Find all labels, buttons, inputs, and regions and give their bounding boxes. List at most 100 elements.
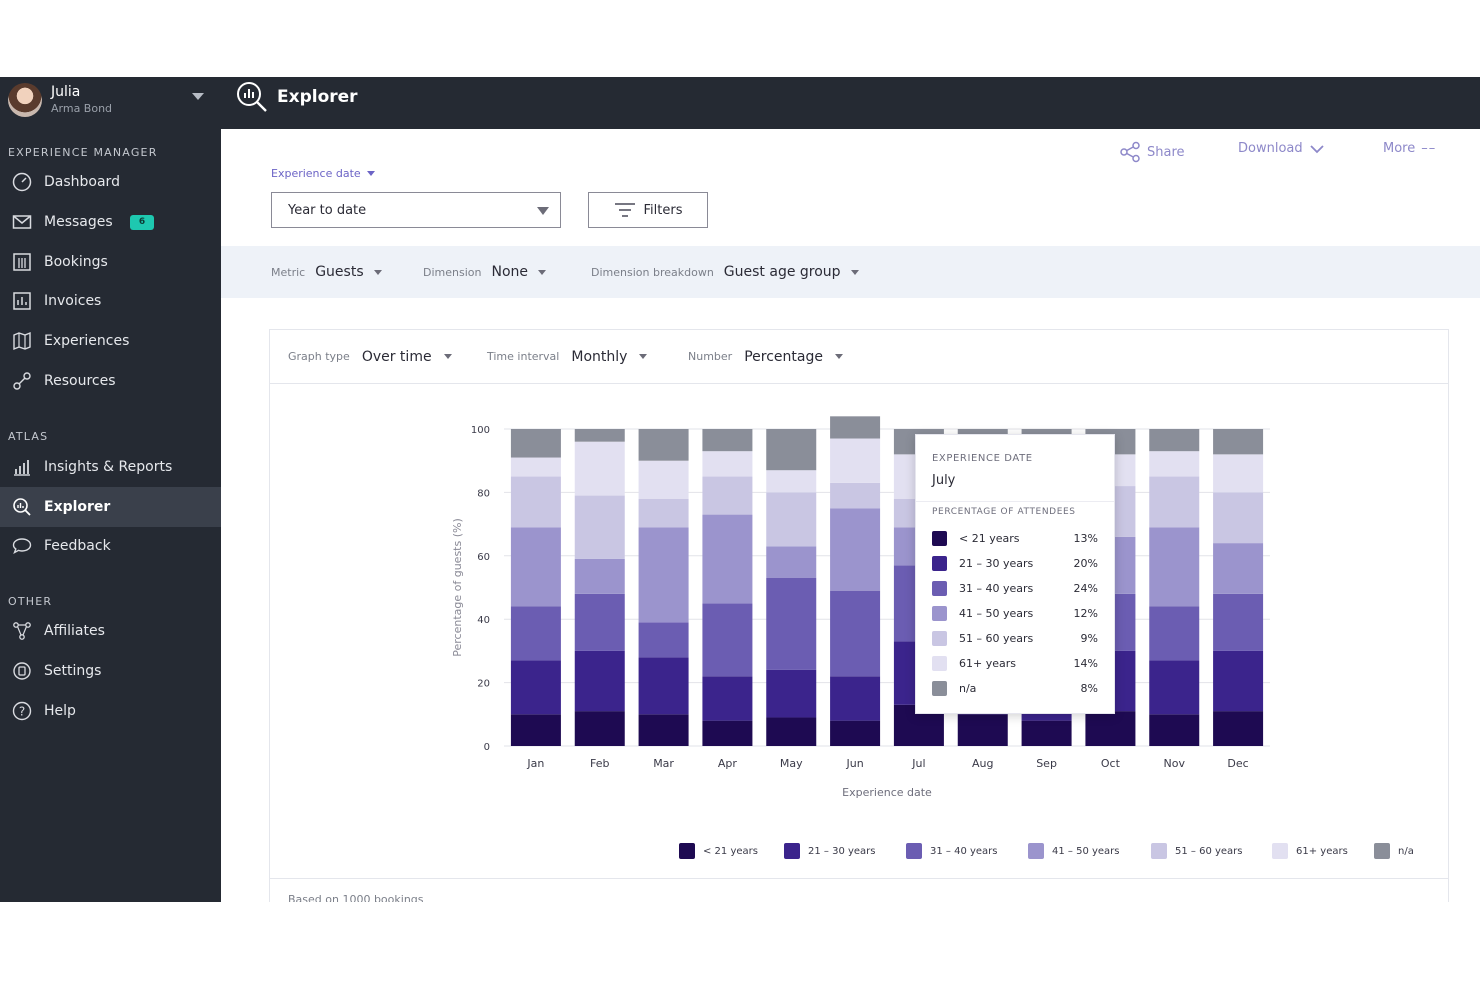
sidebar-item-label: Insights & Reports (44, 459, 173, 475)
bar-segment (1149, 476, 1200, 528)
sidebar-item-label: Explorer (44, 499, 111, 515)
legend-item[interactable]: 61+ years (1272, 843, 1348, 859)
tooltip-row-label: 21 – 30 years (959, 556, 1034, 570)
legend-label: 61+ years (1296, 845, 1348, 857)
user-menu[interactable]: Julia Arma Bond (0, 77, 221, 129)
svg-text:?: ? (19, 705, 25, 719)
sidebar-item-feedback[interactable]: Feedback (0, 526, 221, 566)
dimension-label: Dimension (423, 265, 482, 279)
legend-item[interactable]: 41 – 50 years (1028, 843, 1120, 859)
bar-segment (957, 714, 1008, 746)
tooltip-row-label: n/a (959, 681, 977, 695)
legend-item[interactable]: 21 – 30 years (784, 843, 876, 859)
tooltip-row: 21 – 30 years 20% (932, 554, 1098, 572)
tooltip-swatch (932, 555, 947, 571)
dimension-value: None (491, 264, 529, 280)
user-subtitle: Arma Bond (51, 102, 113, 115)
main-content: Share Download More –– Experience date Y… (221, 129, 1480, 902)
download-button[interactable]: Download (1238, 141, 1325, 156)
time-interval-value: Monthly (571, 348, 628, 365)
y-tick-label: 40 (477, 615, 490, 626)
bar-segment (766, 717, 817, 746)
y-tick-label: 100 (471, 425, 490, 436)
sidebar-item-affiliates[interactable]: Affiliates (0, 611, 221, 651)
legend-item[interactable]: 31 – 40 years (906, 843, 998, 859)
graph-type-dropdown[interactable]: Graph type Over time (288, 330, 452, 383)
avatar (8, 83, 42, 117)
more-button[interactable]: More –– (1383, 141, 1436, 156)
chevron-down-icon (366, 171, 375, 176)
x-tick-label: May (780, 757, 803, 770)
legend-item[interactable]: < 21 years (679, 843, 758, 859)
sidebar-item-invoices[interactable]: Invoices (0, 281, 221, 321)
chevron-down-icon (850, 269, 859, 275)
time-interval-dropdown[interactable]: Time interval Monthly (487, 330, 648, 383)
tooltip-row-label: 41 – 50 years (959, 606, 1034, 620)
bar-segment (830, 590, 881, 677)
x-tick-label: Oct (1101, 757, 1121, 770)
bar-segment (574, 558, 625, 594)
sidebar-item-dashboard[interactable]: Dashboard (0, 162, 221, 202)
tooltip-swatch (932, 630, 947, 646)
bar-segment (766, 429, 817, 471)
section-title-experience-manager: EXPERIENCE MANAGER (8, 146, 158, 159)
sidebar-item-bookings[interactable]: Bookings (0, 242, 221, 282)
sidebar-item-help[interactable]: ? Help (0, 691, 221, 731)
number-format-dropdown[interactable]: Number Percentage (688, 330, 843, 383)
y-tick-label: 60 (477, 552, 490, 563)
share-button[interactable]: Share (1119, 141, 1185, 163)
sidebar-item-resources[interactable]: Resources (0, 361, 221, 401)
bar-segment (1213, 543, 1264, 594)
legend-item[interactable]: n/a (1374, 843, 1414, 859)
bar-segment (510, 476, 561, 528)
experience-date-dropdown[interactable]: Experience date (271, 167, 375, 180)
map-icon (12, 331, 32, 351)
sidebar-item-label: Help (44, 703, 76, 719)
sidebar-item-explorer[interactable]: Explorer (0, 487, 221, 527)
dimension-dropdown[interactable]: Dimension None (423, 246, 547, 298)
dimension-breakdown-dropdown[interactable]: Dimension breakdown Guest age group (591, 246, 859, 298)
legend-swatch (1374, 843, 1390, 859)
filters-button[interactable]: Filters (588, 192, 708, 228)
tooltip-row-value: 14% (1073, 656, 1098, 670)
chart-tooltip: EXPERIENCE DATE July PERCENTAGE OF ATTEN… (915, 434, 1115, 714)
explorer-icon (235, 80, 269, 114)
sidebar-item-settings[interactable]: Settings (0, 651, 221, 691)
bar-segment (574, 429, 625, 442)
top-bar: Explorer (221, 77, 1480, 129)
tooltip-row: n/a 8% (932, 679, 1098, 697)
chevron-down-icon (443, 354, 452, 359)
bar-segment (638, 498, 689, 528)
more-label: More (1383, 141, 1416, 156)
chevron-down-icon (538, 269, 547, 275)
help-icon: ? (12, 701, 32, 721)
bar-segment (702, 451, 753, 477)
x-tick-label: Feb (590, 757, 609, 770)
bar-segment (1149, 606, 1200, 661)
sidebar-item-insights-reports[interactable]: Insights & Reports (0, 447, 221, 487)
date-range-select[interactable]: Year to date (271, 192, 561, 228)
ellipsis-icon: –– (1421, 141, 1437, 156)
dimension-breakdown-label: Dimension breakdown (591, 265, 714, 279)
bar-chart-icon (12, 457, 32, 477)
legend-label: n/a (1398, 845, 1414, 857)
x-axis-label: Experience date (842, 786, 932, 799)
download-label: Download (1238, 141, 1303, 156)
bar-segment (702, 603, 753, 677)
graph-type-label: Graph type (288, 350, 350, 363)
settings-icon (12, 661, 32, 681)
chart-controls: Graph type Over time Time interval Month… (270, 330, 1448, 384)
sidebar-item-messages[interactable]: Messages 6 (0, 202, 221, 242)
legend-label: 41 – 50 years (1052, 845, 1120, 857)
tooltip-row: 61+ years 14% (932, 654, 1098, 672)
chevron-down-icon[interactable] (192, 93, 204, 100)
bar-segment (510, 606, 561, 661)
metric-dropdown[interactable]: Metric Guests (271, 246, 382, 298)
legend-item[interactable]: 51 – 60 years (1151, 843, 1243, 859)
number-format-label: Number (688, 350, 733, 363)
bar-segment (1149, 660, 1200, 715)
sidebar-item-experiences[interactable]: Experiences (0, 321, 221, 361)
tooltip-swatch (932, 680, 947, 696)
tooltip-subheader: PERCENTAGE OF ATTENDEES (932, 507, 1076, 517)
bar-segment (830, 720, 881, 746)
